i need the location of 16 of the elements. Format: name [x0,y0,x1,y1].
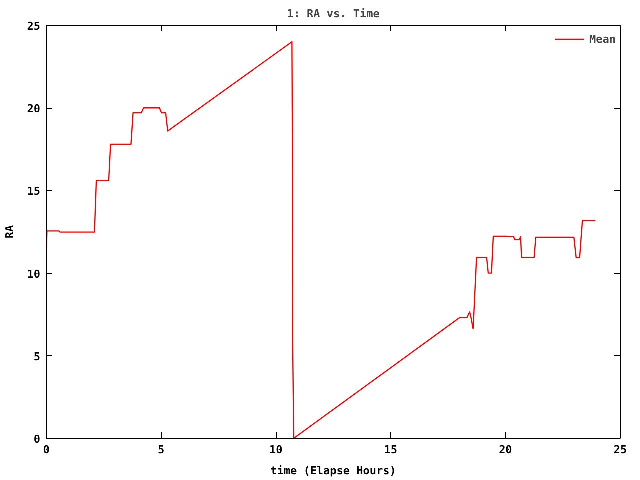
x-tick-label: 5 [158,444,165,456]
x-tick-label: 15 [384,444,398,456]
legend-label: Mean [590,32,616,46]
y-tick-label: 0 [34,433,40,446]
chart-title: 1: RA vs. Time [287,8,380,20]
y-tick-label: 5 [34,350,40,364]
x-tick-label: 10 [269,444,283,456]
y-axis-title: RA [3,225,16,239]
x-tick-label: 25 [614,444,628,456]
x-axis-title: time (Elapse Hours) [270,464,396,478]
y-tick-label: 20 [27,102,41,116]
x-tick-label: 20 [499,444,512,456]
y-tick-label: 25 [27,20,41,33]
x-tick-label: 0 [43,444,50,456]
y-tick-label: 15 [27,185,41,198]
y-tick-label: 10 [27,268,41,281]
